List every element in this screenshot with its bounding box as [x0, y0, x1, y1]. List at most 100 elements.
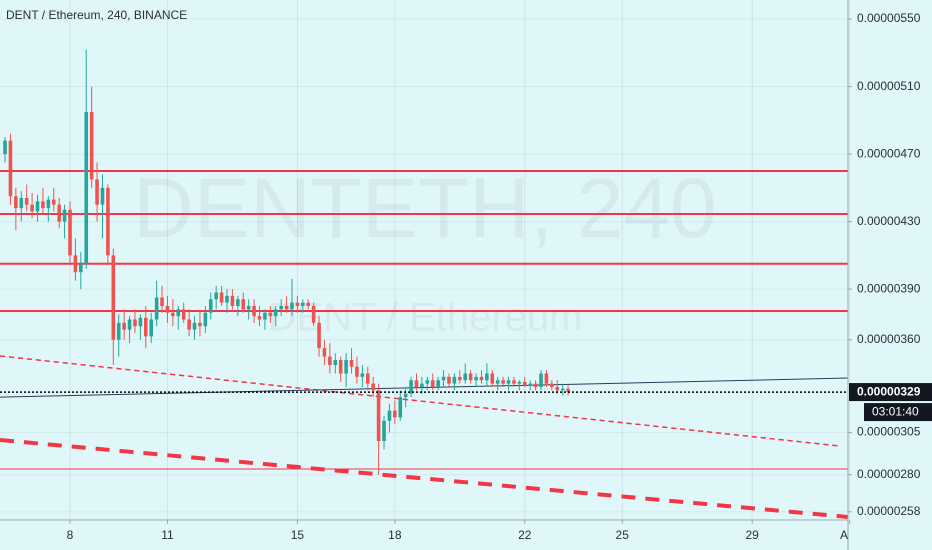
candle-body [528, 383, 533, 386]
candle-body [403, 393, 408, 398]
candle-body [311, 305, 316, 323]
candle-body [208, 299, 213, 313]
candle-body [425, 380, 430, 384]
x-tick-label: 11 [161, 528, 174, 542]
candle-body [46, 199, 51, 209]
candle-body [273, 309, 278, 317]
candle-body [522, 381, 527, 386]
plot [0, 49, 849, 519]
candle-body [468, 373, 473, 381]
y-tick-label: 0.00000360 [857, 332, 921, 346]
candle-body [430, 380, 435, 388]
candle-body [355, 366, 359, 377]
candle-body [349, 360, 354, 367]
candle-body [566, 388, 570, 393]
last-price-box [849, 383, 932, 402]
candle-body [95, 179, 99, 205]
candle-body [560, 388, 565, 391]
y-tick-label: 0.00000258 [857, 504, 921, 518]
x-tick-label: 15 [291, 528, 305, 542]
candle-body [127, 319, 132, 330]
candle-body [338, 360, 343, 374]
candle-body [328, 356, 332, 366]
candle-body [62, 209, 67, 222]
x-tick-label: 29 [745, 528, 759, 542]
candle-body [409, 380, 413, 394]
watermark: DENTETH, 240 [133, 161, 717, 255]
candle-body [441, 376, 446, 381]
candle-body [241, 299, 246, 310]
candle-body [214, 292, 218, 300]
candle-body [19, 197, 24, 209]
candle-body [143, 317, 148, 337]
candle-body [371, 383, 375, 391]
y-tick-label: 0.00000430 [857, 214, 921, 228]
candle-body [73, 255, 78, 273]
candle-body [463, 373, 468, 381]
candle-body [230, 295, 235, 306]
candle-body [138, 317, 143, 327]
candle-body [284, 305, 289, 310]
candle-body [387, 410, 392, 421]
candle-body [225, 295, 229, 303]
candle-body [187, 319, 191, 330]
candle-body [165, 305, 170, 313]
candle-body [122, 322, 126, 330]
candle-body [495, 380, 500, 384]
candle-body [51, 199, 56, 205]
candle-body [176, 309, 181, 317]
candle-body [317, 322, 321, 349]
candle-body [512, 380, 516, 384]
candle-body [485, 373, 489, 381]
y-tick-label: 0.00000510 [857, 79, 921, 93]
candle-body [539, 373, 543, 388]
candle-body [447, 376, 451, 384]
x-tick-label: 25 [616, 528, 630, 542]
last-price-label: 0.00000329 [857, 385, 921, 399]
candle-body [344, 360, 348, 374]
candle-body [436, 380, 440, 388]
candle-body [181, 309, 186, 320]
candle-body [14, 196, 18, 209]
candle-body [198, 322, 202, 327]
candle-body [398, 397, 403, 418]
candle-body [8, 140, 13, 197]
candle-body [479, 376, 484, 381]
candle-body [533, 383, 538, 388]
candle-body [517, 381, 522, 384]
candle-body [116, 322, 121, 340]
candle-body [501, 380, 505, 384]
trend-line [0, 438, 849, 519]
candle-body [452, 376, 457, 384]
candle-body [111, 255, 116, 340]
trend-line [0, 377, 849, 398]
candle-body [171, 312, 175, 317]
candle-body [414, 380, 419, 388]
candle-body [458, 376, 462, 381]
candle-body [420, 383, 424, 388]
y-tick-label: 0.00000470 [857, 146, 921, 160]
candle-body [89, 111, 94, 180]
candle-body [30, 204, 34, 212]
candle-body [154, 297, 159, 320]
candle-body [257, 316, 262, 320]
candle-body [203, 312, 208, 327]
candle-body [149, 319, 154, 337]
candle-body [301, 302, 305, 306]
candle-body [84, 111, 89, 264]
candle-body [322, 348, 327, 357]
y-tick-label: 0.00000280 [857, 467, 921, 481]
x-tick-label: 8 [67, 528, 74, 542]
axes: 0.00000550 0.00000510 0.00000470 0.00000430… [67, 11, 932, 542]
candle-body [219, 292, 224, 303]
x-tick-label: 18 [388, 528, 402, 542]
candle-body [3, 140, 7, 155]
candle-body [79, 263, 83, 273]
candle-body [24, 197, 29, 205]
candle-body [365, 373, 370, 384]
candle-body [192, 322, 197, 330]
candle-body [382, 420, 386, 442]
